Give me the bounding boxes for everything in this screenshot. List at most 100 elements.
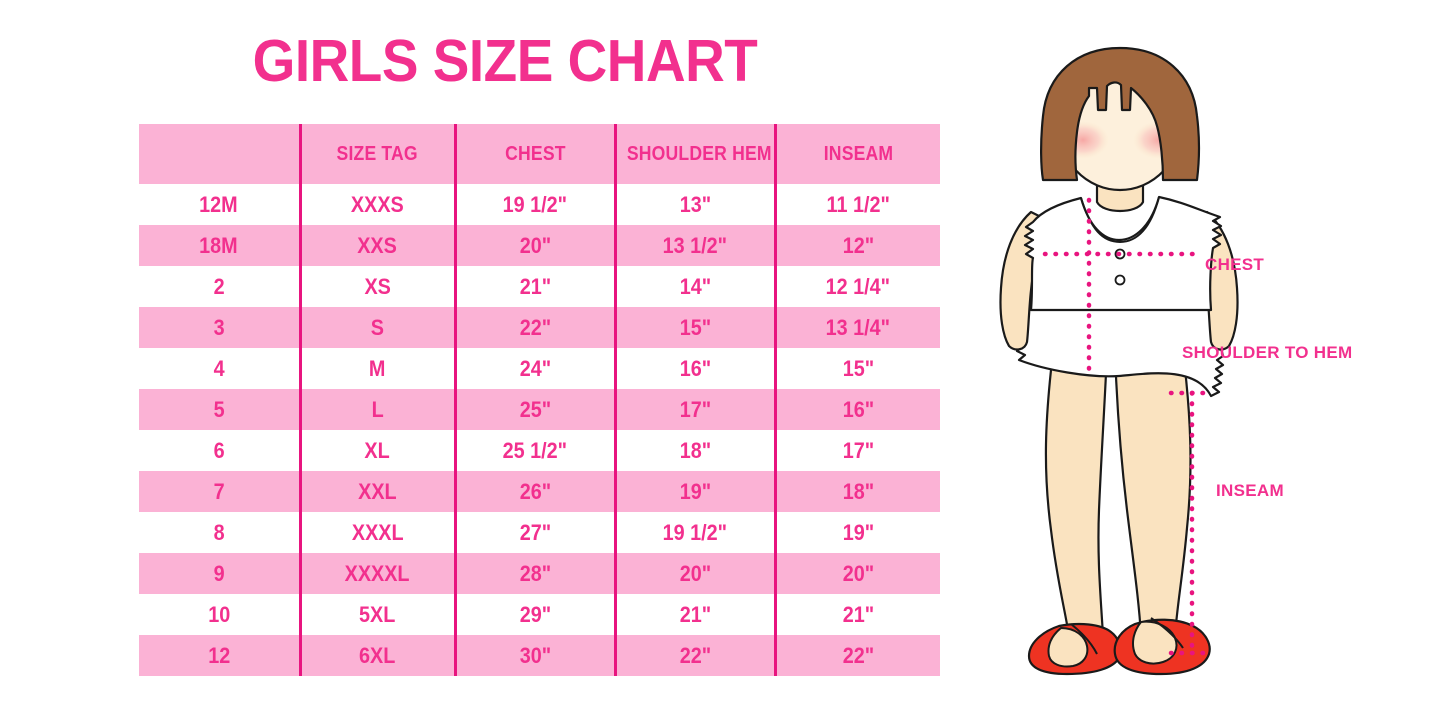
cell-value: 14" xyxy=(679,273,711,299)
cell-chest: 24" xyxy=(453,348,615,389)
cell-value: M xyxy=(369,355,386,381)
cell-value: 9 xyxy=(213,560,225,586)
cell-inseam: 21" xyxy=(773,594,940,635)
cell-value: XXXS xyxy=(351,191,404,217)
cell-size_tag: 6XL xyxy=(298,635,455,676)
table-row: 2 XS 21" 14" 12 1/4" xyxy=(139,266,940,307)
cell-value: 8 xyxy=(213,519,225,545)
cell-shoulder_hem: 20" xyxy=(613,553,775,594)
cell-size: 5 xyxy=(139,389,300,430)
table-row: 10 5XL 29" 21" 21" xyxy=(139,594,940,635)
cell-value: XXXL xyxy=(351,519,404,545)
cell-value: 27" xyxy=(519,519,551,545)
cell-value: 6XL xyxy=(359,642,396,668)
cell-value: 15" xyxy=(842,355,874,381)
cell-value: 12 1/4" xyxy=(826,273,891,299)
cell-value: 22" xyxy=(679,642,711,668)
table-row: 5 L 25" 17" 16" xyxy=(139,389,940,430)
page-title: GIRLS SIZE CHART xyxy=(252,28,758,94)
cell-value: XL xyxy=(364,437,391,463)
cell-value: 20" xyxy=(842,560,874,586)
cell-value: XXXXL xyxy=(345,560,410,586)
cell-value: 10 xyxy=(207,601,230,627)
cell-size: 7 xyxy=(139,471,300,512)
cell-value: 12M xyxy=(199,191,239,217)
cell-inseam: 13 1/4" xyxy=(773,307,940,348)
cell-value: 19" xyxy=(842,519,874,545)
cell-shoulder_hem: 18" xyxy=(613,430,775,471)
cell-value: 5 xyxy=(213,396,225,422)
cell-size_tag: XXS xyxy=(298,225,455,266)
legs xyxy=(1044,350,1192,638)
column-header-label: CHEST xyxy=(504,142,566,165)
cell-value: 19 1/2" xyxy=(502,191,568,217)
cell-size: 4 xyxy=(139,348,300,389)
cell-size_tag: XL xyxy=(298,430,455,471)
cell-size: 3 xyxy=(139,307,300,348)
cell-inseam: 17" xyxy=(773,430,940,471)
cell-size_tag: 5XL xyxy=(298,594,455,635)
cell-value: 30" xyxy=(519,642,551,668)
cell-value: 21" xyxy=(519,273,551,299)
cell-inseam: 15" xyxy=(773,348,940,389)
shoes xyxy=(1027,617,1211,676)
cell-value: 21" xyxy=(842,601,874,627)
cell-value: 19 1/2" xyxy=(662,519,728,545)
cell-size: 10 xyxy=(139,594,300,635)
cell-size: 12M xyxy=(139,184,300,225)
cell-value: 13 1/2" xyxy=(662,232,728,258)
table-row: 12M XXXS 19 1/2" 13" 11 1/2" xyxy=(139,184,940,225)
column-header-size xyxy=(139,124,300,184)
cell-value: 12" xyxy=(842,232,874,258)
cell-chest: 20" xyxy=(453,225,615,266)
cell-shoulder_hem: 21" xyxy=(613,594,775,635)
column-header-chest: CHEST xyxy=(453,124,615,184)
cell-shoulder_hem: 15" xyxy=(613,307,775,348)
table-row: 18M XXS 20" 13 1/2" 12" xyxy=(139,225,940,266)
cell-size: 18M xyxy=(139,225,300,266)
cell-value: 18M xyxy=(199,232,239,258)
table-row: 6 XL 25 1/2" 18" 17" xyxy=(139,430,940,471)
table-row: 7 XXL 26" 19" 18" xyxy=(139,471,940,512)
cell-value: 11 1/2" xyxy=(826,191,890,217)
cell-value: 21" xyxy=(679,601,711,627)
cell-shoulder_hem: 16" xyxy=(613,348,775,389)
cell-size_tag: M xyxy=(298,348,455,389)
cell-value: XS xyxy=(364,273,391,299)
button-bottom xyxy=(1114,274,1126,286)
cell-value: 16" xyxy=(679,355,711,381)
size-chart-table: SIZE TAG CHEST SHOULDER HEM INSEAM 12M XXXS 19… xyxy=(139,124,940,676)
cell-inseam: 12 1/4" xyxy=(773,266,940,307)
cell-size_tag: XXL xyxy=(298,471,455,512)
cell-shoulder_hem: 13 1/2" xyxy=(613,225,775,266)
cell-chest: 21" xyxy=(453,266,615,307)
cell-value: 13 1/4" xyxy=(826,314,891,340)
shoulder-to-hem-label: SHOULDER TO HEM xyxy=(1182,343,1353,362)
column-header-label: SHOULDER HEM xyxy=(626,142,772,165)
cell-inseam: 16" xyxy=(773,389,940,430)
cell-value: 13" xyxy=(679,191,711,217)
table-body: SIZE TAG CHEST SHOULDER HEM INSEAM 12M XXXS 19… xyxy=(139,124,940,676)
cell-inseam: 18" xyxy=(773,471,940,512)
head xyxy=(1040,46,1200,192)
cell-value: 24" xyxy=(519,355,551,381)
cell-value: 28" xyxy=(519,560,551,586)
cell-chest: 29" xyxy=(453,594,615,635)
cell-value: 19" xyxy=(679,478,711,504)
table-row: 4 M 24" 16" 15" xyxy=(139,348,940,389)
column-header-size_tag: SIZE TAG xyxy=(298,124,455,184)
column-header-label: SIZE TAG xyxy=(336,142,419,165)
column-header-shoulder_hem: SHOULDER HEM xyxy=(613,124,775,184)
cell-value: 6 xyxy=(213,437,225,463)
cell-value: XXS xyxy=(357,232,398,258)
cell-value: 20" xyxy=(679,560,711,586)
cell-value: 18" xyxy=(842,478,874,504)
cell-chest: 25 1/2" xyxy=(453,430,615,471)
cell-size_tag: XXXXL xyxy=(298,553,455,594)
cell-inseam: 11 1/2" xyxy=(773,184,940,225)
cell-value: 17" xyxy=(679,396,711,422)
cell-size: 8 xyxy=(139,512,300,553)
cell-value: 26" xyxy=(519,478,551,504)
cell-size_tag: S xyxy=(298,307,455,348)
